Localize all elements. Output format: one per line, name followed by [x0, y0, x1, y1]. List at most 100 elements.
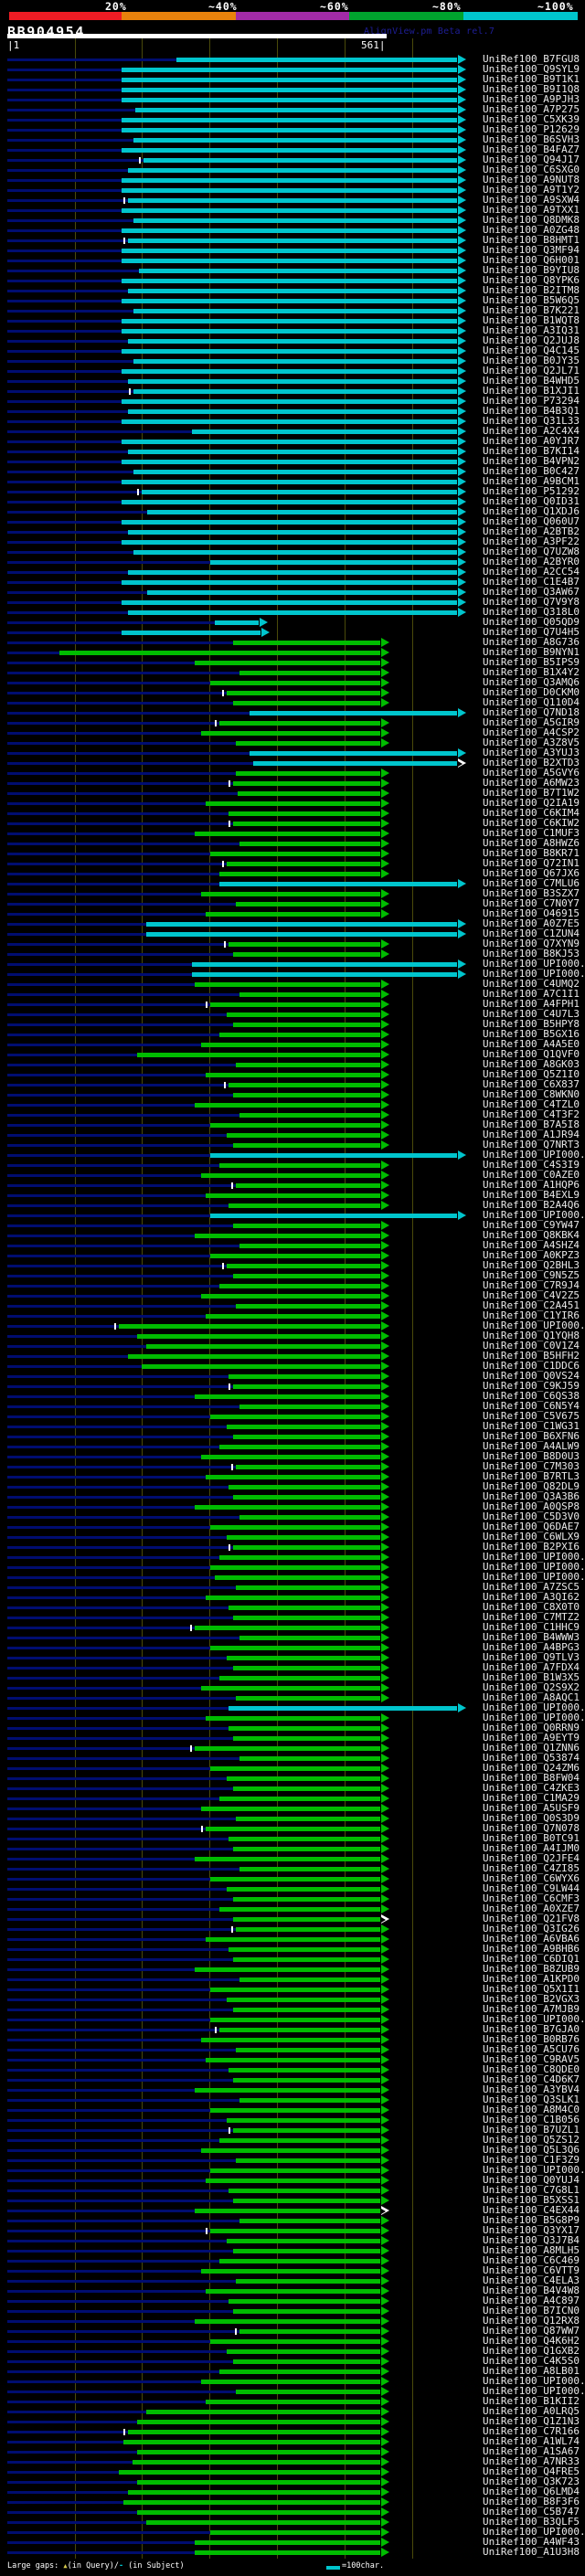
alignment-row[interactable]: UniRef100_C4U7L3 [0, 1009, 585, 1020]
alignment-row[interactable]: UniRef100_A7P275 [0, 104, 585, 115]
subject-label[interactable]: UniRef100_A2BTB2 [483, 525, 580, 537]
alignment-row[interactable]: UniRef100_A9BCM1 [0, 476, 585, 487]
alignment-row[interactable]: UniRef100_A0KPZ3 [0, 1250, 585, 1261]
alignment-row[interactable]: UniRef100_B8ZUB9 [0, 1964, 585, 1975]
alignment-row[interactable]: UniRef100_C6SXG0 [0, 164, 585, 175]
subject-label[interactable]: UniRef100_C6C469 [483, 2254, 580, 2266]
subject-label[interactable]: UniRef100_A7MJB9 [483, 2003, 580, 2015]
subject-label[interactable]: UniRef100_B7KI14 [483, 445, 580, 457]
alignment-row[interactable]: UniRef100_A9T1Y2 [0, 185, 585, 196]
alignment-row[interactable]: UniRef100_Q3K723 [0, 2476, 585, 2487]
alignment-row[interactable]: UniRef100_B8KJ53 [0, 949, 585, 959]
subject-label[interactable]: UniRef100_Q4K6H2 [483, 2335, 580, 2347]
alignment-row[interactable]: UniRef100_C1ZUN4 [0, 928, 585, 939]
subject-label[interactable]: UniRef100_B4WWW3 [483, 1631, 580, 1643]
subject-label[interactable]: UniRef100_A4SHZ4 [483, 1239, 580, 1251]
alignment-row[interactable]: UniRef100_C1E4B7 [0, 577, 585, 588]
subject-label[interactable]: UniRef100_A8MLH5 [483, 2244, 580, 2256]
alignment-row[interactable]: UniRef100_C4K5S0 [0, 2356, 585, 2367]
alignment-row[interactable]: UniRef100_C8WKN0 [0, 1088, 585, 1100]
alignment-row[interactable]: UniRef100_B1XJI1 [0, 385, 585, 397]
subject-label[interactable]: UniRef100_A4CSP2 [483, 726, 580, 738]
subject-label[interactable]: UniRef100_Q1GXB2 [483, 2345, 580, 2357]
subject-label[interactable]: UniRef100_C8WKN0 [483, 1088, 580, 1100]
alignment-row[interactable]: UniRef100_P73294 [0, 396, 585, 407]
alignment-row[interactable]: UniRef100_A5USF9 [0, 1803, 585, 1814]
alignment-row[interactable]: UniRef100_UPI000.. [0, 1562, 585, 1573]
alignment-row[interactable]: UniRef100_A8HWZ6 [0, 838, 585, 849]
alignment-row[interactable]: UniRef100_A4IJM0 [0, 1843, 585, 1854]
alignment-row[interactable]: UniRef100_A0YJR7 [0, 436, 585, 447]
subject-label[interactable]: UniRef100_Q0S3D9 [483, 1812, 580, 1824]
alignment-row[interactable]: UniRef100_C6QS38 [0, 1391, 585, 1402]
alignment-row[interactable]: UniRef100_A1KPD0 [0, 1973, 585, 1985]
alignment-row[interactable]: UniRef100_C1YIR6 [0, 1310, 585, 1321]
alignment-row[interactable]: UniRef100_B8D0U3 [0, 1451, 585, 1462]
subject-label[interactable]: UniRef100_B1XJI1 [483, 385, 580, 397]
alignment-row[interactable]: UniRef100_A3IQ31 [0, 325, 585, 336]
alignment-row[interactable]: UniRef100_C4UMQ2 [0, 979, 585, 990]
alignment-row[interactable]: UniRef100_B9NYN1 [0, 647, 585, 658]
subject-label[interactable]: UniRef100_A1SA67 [483, 2445, 580, 2457]
alignment-row[interactable]: UniRef100_Q1XDJ6 [0, 506, 585, 517]
alignment-row[interactable]: UniRef100_Q3SLK1 [0, 2094, 585, 2105]
subject-label[interactable]: UniRef100_C6DIQ1 [483, 1953, 580, 1965]
alignment-row[interactable]: UniRef100_UPI000.. [0, 2014, 585, 2025]
alignment-row[interactable]: UniRef100_B4FAZ7 [0, 144, 585, 155]
subject-label[interactable]: UniRef100_B0TC91 [483, 1832, 580, 1844]
alignment-row[interactable]: UniRef100_Q0YUJ4 [0, 2175, 585, 2186]
alignment-row[interactable]: UniRef100_Q060U7 [0, 516, 585, 527]
alignment-row[interactable]: UniRef100_C7N0Y7 [0, 898, 585, 909]
alignment-row[interactable]: UniRef100_A0QSP8 [0, 1501, 585, 1512]
subject-label[interactable]: UniRef100_UPI000.. [483, 2385, 585, 2397]
alignment-row[interactable]: UniRef100_Q318L0 [0, 607, 585, 618]
subject-label[interactable]: UniRef100_B4EXL9 [483, 1189, 580, 1201]
alignment-row[interactable]: UniRef100_Q6H001 [0, 255, 585, 266]
alignment-row[interactable]: UniRef100_C4S3I9 [0, 1160, 585, 1171]
subject-label[interactable]: UniRef100_C9RAV5 [483, 2053, 580, 2065]
alignment-row[interactable]: UniRef100_B4EXL9 [0, 1189, 585, 1201]
subject-label[interactable]: UniRef100_B5G8P9 [483, 2214, 580, 2226]
subject-label[interactable]: UniRef100_UPI000.. [483, 1209, 585, 1221]
subject-label[interactable]: UniRef100_A0ZG48 [483, 224, 580, 236]
alignment-row[interactable]: UniRef100_Q8DMK8 [0, 215, 585, 226]
alignment-row[interactable]: UniRef100_B6SVH3 [0, 134, 585, 145]
alignment-row[interactable]: UniRef100_UPI000.. [0, 959, 585, 970]
subject-label[interactable]: UniRef100_A8AQC1 [483, 1691, 580, 1703]
subject-label[interactable]: UniRef100_UPI000.. [483, 1712, 585, 1723]
alignment-row[interactable]: UniRef100_Q67JX6 [0, 868, 585, 879]
alignment-row[interactable]: UniRef100_Q3J7B4 [0, 2235, 585, 2246]
subject-label[interactable]: UniRef100_B1WQT8 [483, 314, 580, 326]
alignment-row[interactable]: UniRef100_Q21FV8 [0, 1913, 585, 1924]
alignment-row[interactable]: UniRef100_Q2BHL3 [0, 1260, 585, 1271]
alignment-row[interactable]: UniRef100_A9PJH3 [0, 94, 585, 105]
subject-label[interactable]: UniRef100_A4ALW9 [483, 1440, 580, 1452]
alignment-row[interactable]: UniRef100_Q5ZS12 [0, 2135, 585, 2146]
subject-label[interactable]: UniRef100_B8FW04 [483, 1772, 580, 1784]
alignment-row[interactable]: UniRef100_Q3AW67 [0, 587, 585, 598]
alignment-row[interactable]: UniRef100_C9N5Z5 [0, 1270, 585, 1281]
alignment-row[interactable]: UniRef100_Q2S9X2 [0, 1682, 585, 1693]
subject-label[interactable]: UniRef100_A6MW23 [483, 777, 580, 789]
alignment-row[interactable]: UniRef100_A7MJB9 [0, 2003, 585, 2015]
alignment-row[interactable]: UniRef100_C5V675 [0, 1411, 585, 1422]
alignment-row[interactable]: UniRef100_Q5L3Q6 [0, 2145, 585, 2156]
subject-label[interactable]: UniRef100_B7UZL1 [483, 2124, 580, 2136]
subject-label[interactable]: UniRef100_B4VPN2 [483, 455, 580, 467]
alignment-row[interactable]: UniRef100_Q7N078 [0, 1823, 585, 1834]
subject-label[interactable]: UniRef100_A1KPD0 [483, 1973, 580, 1985]
alignment-row[interactable]: UniRef100_C4D6K7 [0, 2074, 585, 2085]
subject-label[interactable]: UniRef100_Q9TLV3 [483, 1651, 580, 1663]
subject-label[interactable]: UniRef100_A2BYR0 [483, 556, 580, 567]
subject-label[interactable]: UniRef100_B7RTL3 [483, 1470, 580, 1482]
alignment-row[interactable]: UniRef100_B2ITM8 [0, 285, 585, 296]
subject-label[interactable]: UniRef100_C5B747 [483, 2506, 580, 2518]
alignment-row[interactable]: UniRef100_Q7NRT3 [0, 1140, 585, 1150]
alignment-row[interactable]: UniRef100_Q1Z1N3 [0, 2416, 585, 2427]
alignment-row[interactable]: UniRef100_UPI000.. [0, 1712, 585, 1723]
alignment-row[interactable]: UniRef100_Q05QD9 [0, 617, 585, 628]
subject-label[interactable]: UniRef100_C4ZKE3 [483, 1782, 580, 1794]
alignment-row[interactable]: UniRef100_A4SHZ4 [0, 1239, 585, 1251]
alignment-row[interactable]: UniRef100_B4B3Q1 [0, 406, 585, 417]
alignment-row[interactable]: UniRef100_B3SZX7 [0, 888, 585, 899]
